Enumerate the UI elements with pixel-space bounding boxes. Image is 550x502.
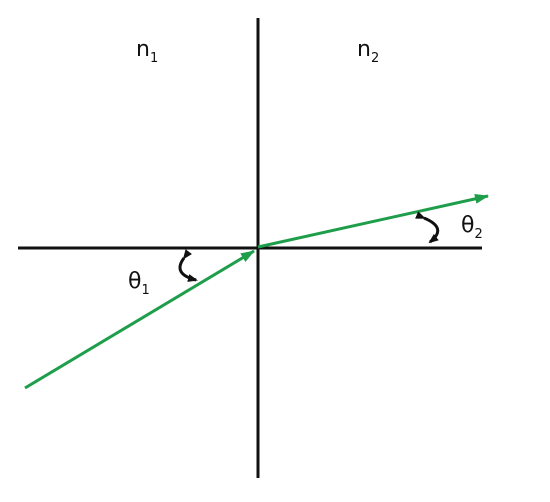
subscript: 2 (371, 51, 379, 66)
angle-arrow-2 (415, 211, 440, 244)
label-n1: n1 (136, 37, 158, 66)
refracted-ray (257, 193, 489, 249)
subscript: 1 (141, 283, 149, 298)
label-theta1: θ1 (128, 269, 150, 298)
label-theta2: θ2 (461, 213, 483, 242)
symbol: θ (128, 269, 141, 294)
incident-ray (24, 249, 255, 390)
label-n2: n2 (357, 37, 379, 66)
symbol: n (136, 37, 150, 62)
angle-arrow-1 (178, 249, 198, 282)
subscript: 1 (150, 51, 158, 66)
subscript: 2 (474, 227, 482, 242)
symbol: θ (461, 213, 474, 238)
symbol: n (357, 37, 371, 62)
